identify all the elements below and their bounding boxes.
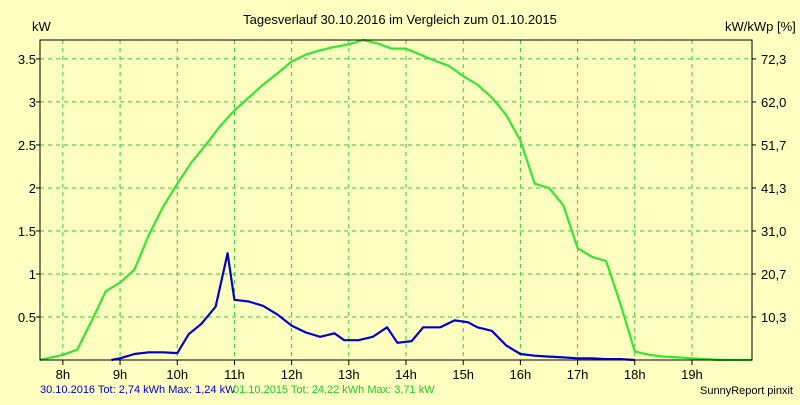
y-tick-label-right: 62,0 [761,95,786,110]
footer-series2-label: 01.10.2015 Tot: 24,22 kWh Max: 3,71 kW [233,384,435,396]
chart-title: Tagesverlauf 30.10.2016 im Vergleich zum… [243,12,557,27]
y-tick-label-right: 31,0 [761,224,786,239]
y-tick-label-left: 3.5 [18,52,36,67]
y-axis-left-label: kW [32,19,52,34]
y-tick-label-left: 2.5 [18,138,36,153]
axes: 8h 9h 10h 11h 12h 13h 14h 15h 16h 17h 18h 19h 0.5 10,… [18,52,786,382]
y-tick-label-right: 41,3 [761,181,786,196]
x-tick-label: 16h [510,367,532,382]
grid [40,40,752,360]
y-tick-label-left: 3 [29,95,36,110]
series-line [39,38,752,362]
plot-frame [39,39,753,361]
x-tick-label: 18h [624,367,646,382]
x-tick-label: 19h [681,367,703,382]
y-tick-label-right: 20,7 [761,267,786,282]
y-axis-right-label: kW/kWp [%] [725,19,796,34]
y-tick-label-left: 1 [29,267,36,282]
y-tick-label-right: 10,3 [761,310,786,325]
series-lines [39,38,752,362]
x-tick-label: 13h [338,367,360,382]
series-line [111,252,635,362]
x-tick-label: 10h [166,367,188,382]
x-tick-label: 15h [452,367,474,382]
x-tick-label: 12h [281,367,303,382]
x-tick-label: 8h [56,367,70,382]
y-tick-label-right: 72,3 [761,52,786,67]
x-tick-label: 14h [395,367,417,382]
y-tick-label-left: 0.5 [18,310,36,325]
y-tick-label-left: 1.5 [18,224,36,239]
y-tick-label-right: 51,7 [761,138,786,153]
x-tick-label: 9h [113,367,127,382]
y-tick-label-left: 2 [29,181,36,196]
footer-series1-label: 30.10.2016 Tot: 2,74 kWh Max: 1,24 kW [40,384,236,396]
x-tick-label: 11h [224,367,245,382]
x-tick-label: 17h [567,367,589,382]
footer-credit: SunnyReport pinxit [700,385,793,397]
